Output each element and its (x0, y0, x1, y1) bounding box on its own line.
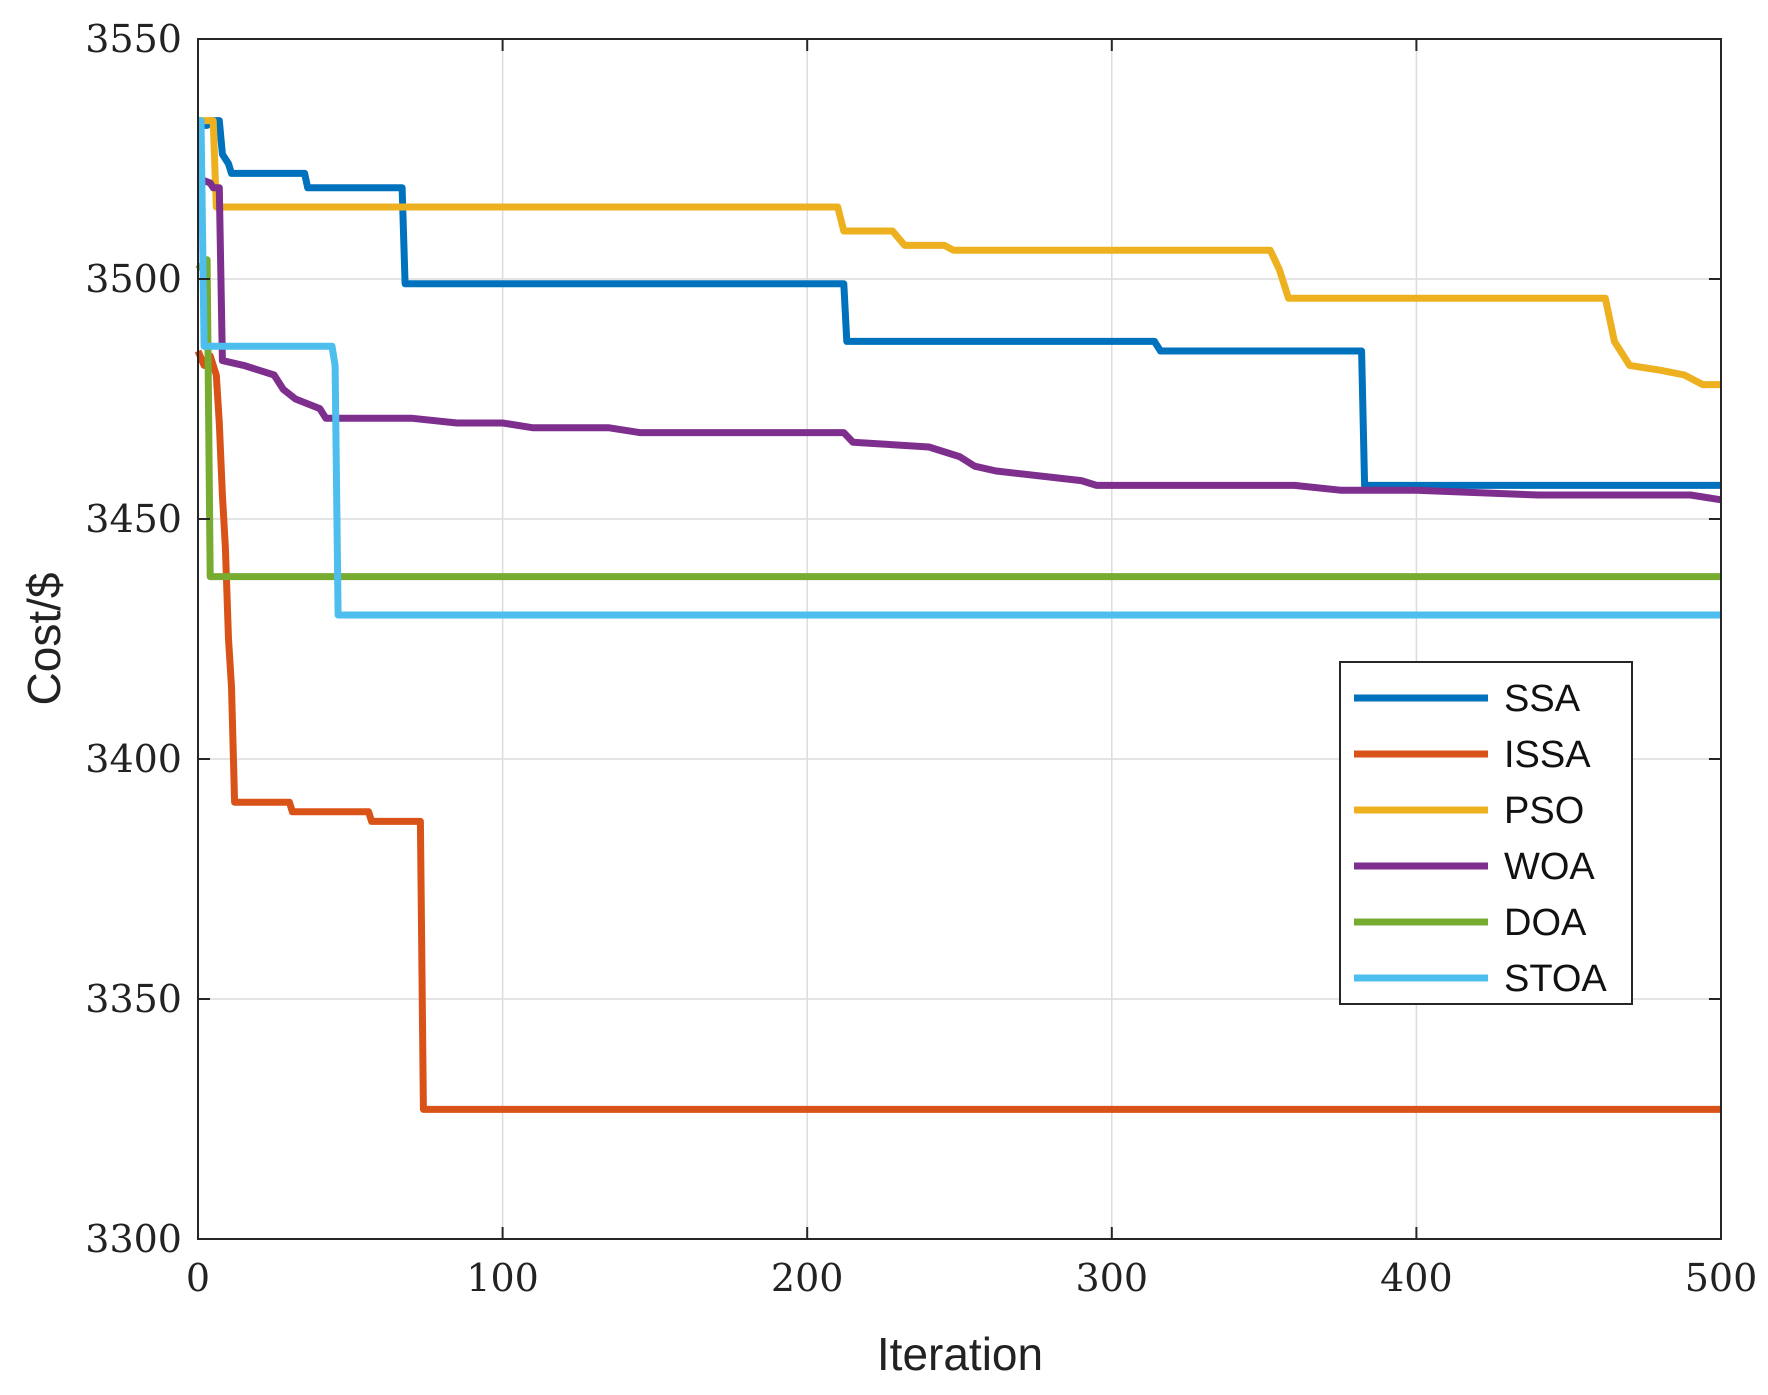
x-tick-label: 500 (1685, 1256, 1758, 1300)
series-line-issa (194, 349, 1721, 1113)
y-tick-label: 3400 (85, 737, 182, 781)
y-axis-title: Cost/$ (18, 573, 70, 706)
series-line-woa (196, 174, 1722, 504)
legend-label-stoa: STOA (1504, 958, 1607, 1000)
y-tick-label: 3350 (85, 977, 182, 1021)
plot-frame (197, 38, 1722, 1240)
legend-label-issa: ISSA (1504, 734, 1591, 776)
x-tick-label: 100 (466, 1256, 539, 1300)
x-tick-label: 200 (771, 1256, 844, 1300)
y-tick-label: 3300 (85, 1217, 182, 1261)
legend-label-pso: PSO (1504, 790, 1584, 832)
axis-ticks (197, 38, 1722, 1240)
y-tick-label: 3450 (85, 497, 182, 541)
series-line-ssa (198, 117, 1721, 489)
series-group (194, 117, 1722, 1113)
tick-labels: 0 100 200 300 400 500 3300 3350 3400 3450 3500 3550 (85, 17, 1757, 1300)
x-tick-label: 300 (1076, 1256, 1149, 1300)
series-line-stoa (197, 117, 1721, 619)
x-axis-title: Iteration (877, 1328, 1043, 1380)
legend-label-ssa: SSA (1504, 678, 1581, 720)
series-line-pso (198, 117, 1721, 389)
grid (198, 39, 1721, 1239)
y-tick-label: 3550 (85, 17, 182, 61)
x-tick-label: 400 (1380, 1256, 1453, 1300)
y-tick-label: 3500 (85, 257, 182, 301)
legend-label-woa: WOA (1504, 846, 1595, 888)
legend: SSA ISSA PSO WOA DOA STOA (1339, 661, 1633, 1005)
legend-box (1339, 661, 1633, 1005)
x-tick-label: 0 (186, 1256, 210, 1300)
plot-area-background (198, 39, 1721, 1239)
legend-label-doa: DOA (1504, 902, 1587, 944)
